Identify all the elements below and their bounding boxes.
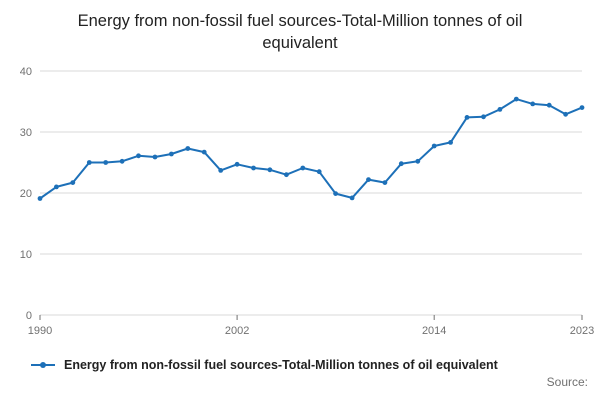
svg-text:1990: 1990 bbox=[28, 325, 52, 337]
svg-text:30: 30 bbox=[20, 127, 32, 139]
legend: Energy from non-fossil fuel sources-Tota… bbox=[0, 358, 600, 372]
svg-text:2014: 2014 bbox=[422, 325, 446, 337]
line-chart-svg: 0 10 20 30 40 1990 2002 2014 2023 bbox=[20, 66, 594, 337]
svg-text:2023: 2023 bbox=[570, 325, 594, 337]
svg-text:10: 10 bbox=[20, 249, 32, 261]
source-label: Source: bbox=[546, 374, 588, 389]
svg-text:2002: 2002 bbox=[225, 325, 249, 337]
svg-text:0: 0 bbox=[26, 310, 32, 322]
legend-label: Energy from non-fossil fuel sources-Tota… bbox=[64, 357, 498, 372]
legend-line-icon bbox=[31, 361, 55, 368]
svg-text:20: 20 bbox=[20, 188, 32, 200]
plot-area: 0 10 20 30 40 1990 2002 2014 2023 bbox=[0, 59, 600, 356]
chart-title: Energy from non-fossil fuel sources-Tota… bbox=[77, 12, 523, 53]
svg-text:40: 40 bbox=[20, 66, 32, 78]
